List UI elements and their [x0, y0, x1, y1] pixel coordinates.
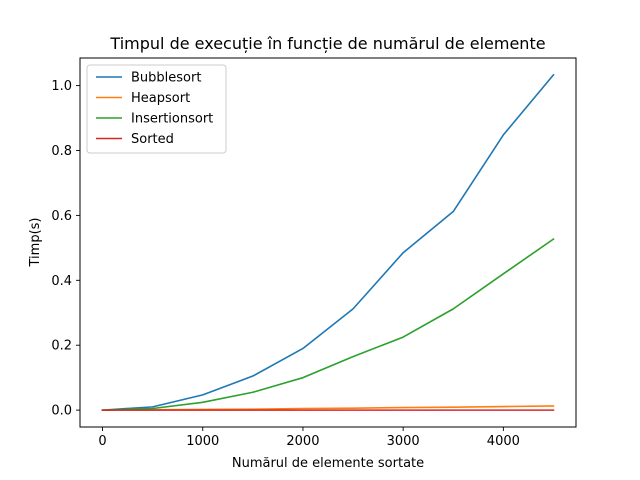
y-tick-label: 0.8 [51, 144, 72, 159]
x-tick-label: 0 [98, 434, 106, 449]
y-tick-label: 0.6 [51, 209, 72, 224]
chart-title: Timpul de execuție în funcție de numărul… [109, 34, 545, 53]
legend-label-sorted: Sorted [131, 132, 174, 147]
y-tick-label: 0.0 [51, 404, 72, 419]
legend-label-insertionsort: Insertionsort [131, 112, 213, 127]
series-line-bubblesort [101, 73, 555, 411]
legend-entries: Bubblesort Heapsort Insertionsort Sorted [96, 71, 213, 147]
legend-label-heapsort: Heapsort [131, 91, 190, 106]
legend-box [86, 64, 227, 154]
y-tick-label: 0.4 [51, 274, 72, 289]
x-tick-label: 1000 [186, 434, 219, 449]
plot-area-frame [79, 57, 577, 428]
x-tick-label: 2000 [286, 434, 319, 449]
y-axis-label: Timp(s) [28, 218, 43, 268]
plot-lines [101, 73, 555, 411]
x-tick-label: 4000 [487, 434, 520, 449]
y-tick-label: 0.2 [51, 339, 72, 354]
series-line-insertionsort [101, 237, 555, 411]
y-axis-ticks: 0.0 0.2 0.4 0.6 0.8 1.0 [51, 79, 80, 419]
x-tick-label: 3000 [387, 434, 420, 449]
x-axis-ticks: 0 1000 2000 3000 4000 [98, 427, 520, 449]
legend: Bubblesort Heapsort Insertionsort Sorted [86, 64, 227, 154]
y-tick-label: 1.0 [51, 79, 72, 94]
x-axis-label: Numărul de elemente sortate [232, 456, 424, 471]
legend-label-bubblesort: Bubblesort [131, 71, 201, 86]
